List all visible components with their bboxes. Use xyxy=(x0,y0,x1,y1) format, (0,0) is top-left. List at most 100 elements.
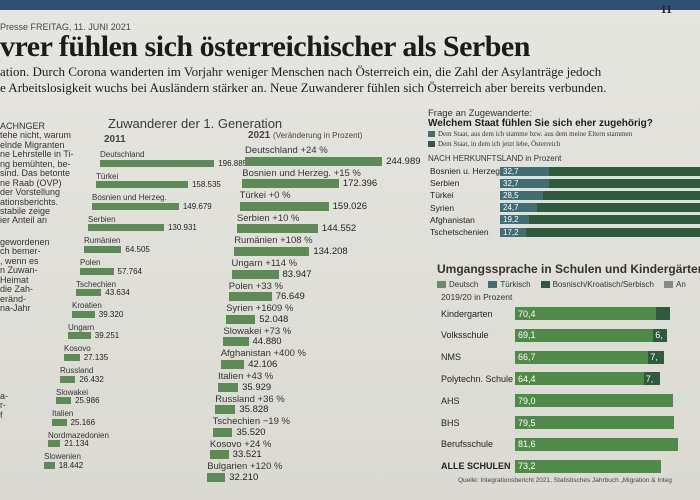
body-line: die Zah- xyxy=(0,285,34,295)
bar-series2: 7, xyxy=(648,350,665,364)
bar-row: 196.885 xyxy=(100,158,248,168)
bar: 66,7 xyxy=(515,350,649,364)
bar-item: Rumänien 64.505 xyxy=(84,236,150,254)
body-line: , wenn es xyxy=(0,256,39,266)
bar-label: Kroatien xyxy=(72,301,102,311)
legend-swatch xyxy=(540,281,550,288)
bar-value: 25.986 xyxy=(75,396,100,406)
bar xyxy=(100,159,215,167)
bar-item: Italien 25.166 xyxy=(52,409,95,427)
bar-row: ALLE SCHULEN 73,2 xyxy=(441,459,662,473)
bar-label: Afghanistan xyxy=(430,214,475,225)
bar-item: Kosovo 27.135 xyxy=(64,344,109,362)
bar-value: 134.208 xyxy=(313,245,348,257)
bar-item: Russland +36 % 35.828 xyxy=(215,394,285,416)
bar: 24,7 xyxy=(500,203,538,213)
bar-row: 158.535 xyxy=(96,180,221,189)
bar-label: Deutschland +24 % xyxy=(245,145,328,156)
legend-label: Türkisch xyxy=(500,280,531,289)
bar-label: Nordmazedonien xyxy=(48,430,109,440)
bar-remainder xyxy=(537,203,700,213)
bar-value: 196.885 xyxy=(218,158,248,168)
body-line: der Vorstellung xyxy=(0,188,61,198)
bar xyxy=(52,418,67,426)
bar-remainder xyxy=(542,190,700,200)
bar-value: 43.634 xyxy=(105,288,130,298)
bar-row: Serbien 32,7 xyxy=(430,178,700,188)
headline: vrer fühlen sich österreichischer als Se… xyxy=(0,30,530,63)
body-line: r- xyxy=(0,401,6,411)
bar-label: Kindergarten xyxy=(441,308,493,319)
bar-label: Rumänien +108 % xyxy=(234,235,313,247)
legend-swatch xyxy=(663,281,673,288)
body-line: stabile zeige xyxy=(0,206,51,216)
bar-value: 144.552 xyxy=(321,223,357,235)
bar-row: 42.106 xyxy=(220,359,306,370)
bar-value: 27.135 xyxy=(83,352,109,362)
body-column: a-r-f xyxy=(0,392,80,420)
bar-remainder xyxy=(525,227,700,237)
body-line: ACHNGER xyxy=(0,122,46,131)
bar-item: Russland 26.432 xyxy=(60,366,104,384)
bar-row: 149.679 xyxy=(92,201,212,211)
legend-item: An xyxy=(663,280,686,289)
bar-row: 25.986 xyxy=(56,396,100,406)
bar-value: 35.828 xyxy=(239,404,269,416)
bar xyxy=(236,224,318,234)
bar-label: Tschechien −19 % xyxy=(212,416,290,428)
chart-subtitle: NACH HERKUNFTSLAND in Prozent xyxy=(428,154,562,163)
bar xyxy=(96,181,188,189)
bar xyxy=(68,332,91,340)
legend-swatch xyxy=(428,141,435,147)
legend-label: Deutsch xyxy=(449,280,479,289)
bar-row: 83.947 xyxy=(231,269,312,280)
top-color-band xyxy=(0,0,700,10)
legend-label: Dem Staat, aus dem ich stamme bzw. aus d… xyxy=(438,130,633,138)
lede-line: e Arbeitslosigkeit wuchs bei Ausländern … xyxy=(0,80,607,96)
chart-year: 2011 xyxy=(104,134,126,145)
bar-label: NMS xyxy=(441,352,461,363)
bar-value: 172.396 xyxy=(342,178,378,190)
body-line: sind. Das betonte xyxy=(0,169,71,179)
legend-item: Bosnisch/Kroatisch/Serbisch xyxy=(540,280,654,289)
bar-item: Türkei 158.535 xyxy=(96,172,221,189)
bar-series2: 6, xyxy=(653,328,668,342)
chart-title: Zuwanderer der 1. Generation xyxy=(108,116,283,131)
bar-value: 149.679 xyxy=(182,201,212,211)
bar-value: 35.929 xyxy=(242,381,272,393)
lede: ation. Durch Corona wanderten im Vorjahr… xyxy=(0,64,695,97)
body-line: Heimat xyxy=(0,275,29,285)
body-line: na-Jahr xyxy=(0,304,31,314)
bar: 28,5 xyxy=(500,190,543,200)
bar-row: 39.320 xyxy=(72,310,123,319)
bar-row: 32.210 xyxy=(207,472,282,483)
bar xyxy=(223,337,249,347)
bar-row: 25.166 xyxy=(52,418,95,427)
bar-label: Syrien +1609 % xyxy=(226,303,294,315)
bar: 19,2 xyxy=(500,215,529,225)
bar-item: Polen +33 % 76.649 xyxy=(228,281,305,303)
bar xyxy=(215,405,236,415)
bar-label: Polytechn. Schule xyxy=(441,373,514,384)
bar: 32,7 xyxy=(500,178,550,188)
bar-item: Serbien +10 % 144.552 xyxy=(236,213,357,235)
bar: 81,6 xyxy=(515,437,679,451)
bar-label: Tschetschenien xyxy=(430,227,489,237)
bar-value: 39.251 xyxy=(94,331,120,341)
bar-item: Slowenien 18.442 xyxy=(44,452,83,470)
bar-row: 172.396 xyxy=(242,178,378,190)
bar-row: Bosnien u. Herzeg. 32,7 xyxy=(430,166,700,176)
bar-item: Italien +43 % 35.929 xyxy=(218,371,273,393)
body-line: ne Raab (ÖVP) xyxy=(0,178,62,188)
bar-label: Berufsschule xyxy=(441,439,494,450)
question-intro: Frage an Zugewanderte: xyxy=(428,108,533,119)
bar-series2 xyxy=(655,307,670,320)
bar-item: Nordmazedonien 21.134 xyxy=(48,431,109,448)
bar-value: 76.649 xyxy=(275,291,305,303)
bar-value: 159.026 xyxy=(332,200,367,212)
bar-row: 244.989 xyxy=(245,156,421,167)
bar xyxy=(72,310,95,318)
body-line: ch bemer- xyxy=(0,247,41,257)
bar: 79,0 xyxy=(515,394,673,408)
